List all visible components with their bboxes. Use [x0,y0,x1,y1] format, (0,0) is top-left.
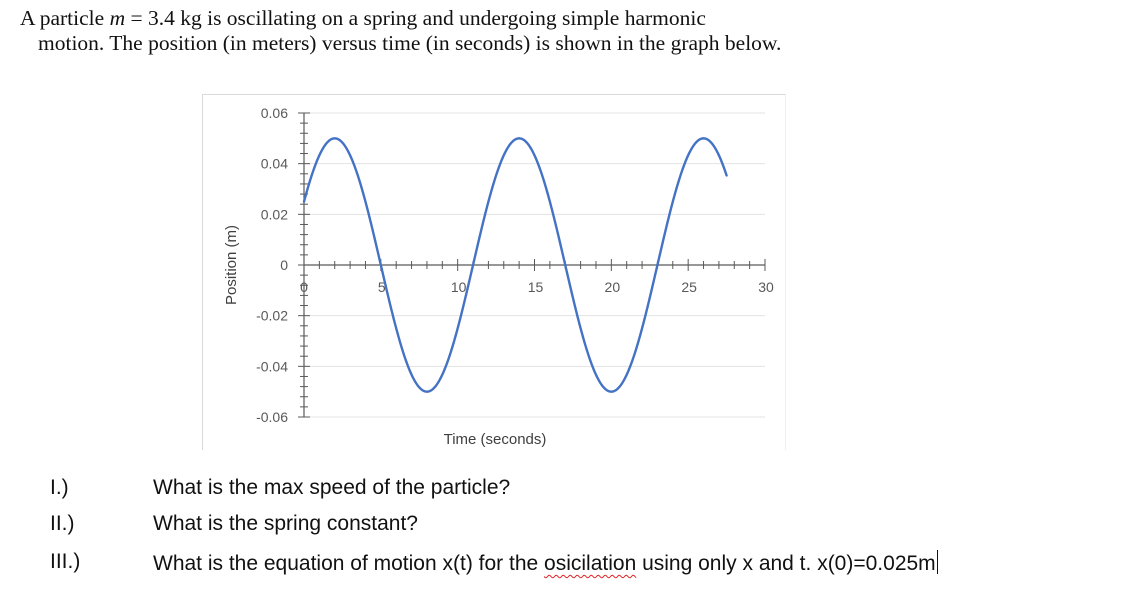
problem-line-2: motion. The position (in meters) versus … [38,31,782,55]
x-tick-label: 10 [451,279,467,295]
position-time-chart: 0.06 0.04 0.02 0 -0.02 -0.04 -0.06 0 5 10 15 20 25 30… [202,94,786,450]
y-tick-label: 0.04 [261,156,288,172]
x-tick-label: 0 [300,279,308,295]
x-tick-label: 30 [758,279,774,295]
chart-plot-area: 0.06 0.04 0.02 0 -0.02 -0.04 -0.06 0 5 10 15 20 25 30… [223,105,774,448]
question-text[interactable]: What is the equation of motion x(t) for … [153,550,938,575]
question-2: II.) What is the spring constant? [0,512,1144,542]
y-tick-label: -0.04 [256,358,288,374]
question-3[interactable]: III.) What is the equation of motion x(t… [0,550,1144,580]
question-number: II.) [50,512,75,535]
problem-statement: A particle m = 3.4 kg is oscillating on … [20,6,900,56]
y-tick-label: -0.06 [256,409,288,425]
text-cursor [936,550,938,574]
y-tick-label: 0.06 [261,105,288,121]
question-text: What is the max speed of the particle? [153,476,511,499]
x-tick-label: 20 [605,279,621,295]
y-tick-label: 0.02 [261,206,288,222]
question-text: What is the spring constant? [153,512,418,535]
question-number: III.) [50,550,81,573]
question-number: I.) [50,476,69,499]
y-axis-title: Position (m) [223,225,240,305]
problem-line-1: A particle m = 3.4 kg is oscillating on … [20,6,706,30]
y-tick-label: -0.02 [256,308,288,324]
x-axis-title: Time (seconds) [444,431,547,448]
position-curve [302,137,728,393]
question-1: I.) What is the max speed of the particl… [0,476,1144,506]
x-tick-label: 25 [681,279,697,295]
spellcheck-flagged-word[interactable]: osicilation [544,552,637,575]
y-tick-label: 0 [280,257,288,273]
x-tick-label: 5 [378,279,386,295]
x-tick-label: 15 [528,279,544,295]
mass-symbol: m [109,6,126,30]
